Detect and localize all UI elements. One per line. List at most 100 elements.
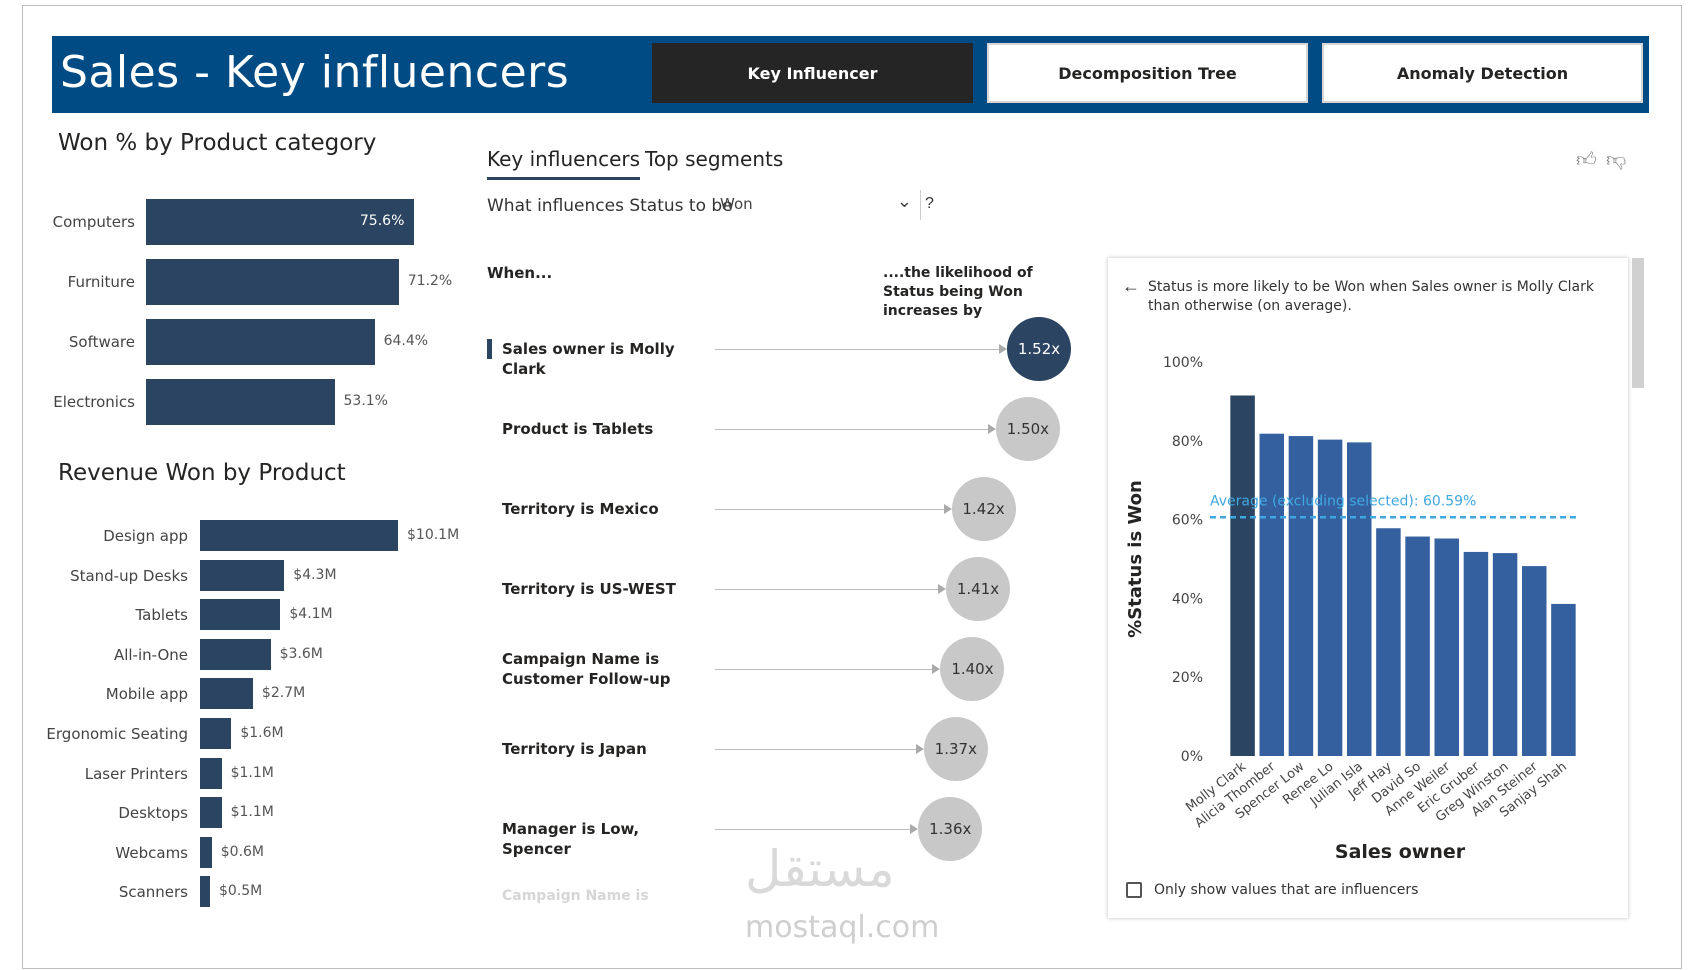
sales-owner-bar[interactable] — [1492, 553, 1518, 756]
product-bar[interactable] — [200, 599, 281, 631]
sales-owner-bar[interactable] — [1317, 439, 1343, 756]
y-tick-label: 60% — [1172, 513, 1203, 529]
sales-owner-bar[interactable] — [1522, 566, 1547, 756]
influencer-connector — [715, 509, 944, 510]
category-value-label: 71.2% — [407, 273, 453, 289]
product-bar[interactable] — [200, 638, 271, 670]
product-value-label: $1.1M — [230, 764, 274, 781]
sales-owner-bar[interactable] — [1288, 436, 1314, 756]
tab-key-influencers[interactable]: Key influencers — [487, 147, 641, 180]
influencer-row[interactable]: Territory is Mexico 1.42x — [487, 474, 1072, 544]
product-label: Ergonomic Seating — [46, 725, 188, 743]
y-axis-title: %Status is Won — [1125, 480, 1146, 638]
page-title: Sales - Key influencers — [60, 47, 570, 98]
product-label: Design app — [103, 527, 188, 545]
product-label: Webcams — [115, 843, 188, 862]
influencer-bubble: 1.37x — [923, 717, 988, 781]
product-bar[interactable] — [200, 797, 222, 829]
likelihood-column-header: ....the likelihood of Status being Won i… — [883, 265, 1033, 319]
help-icon[interactable]: ? — [925, 195, 934, 212]
category-bar[interactable] — [146, 199, 415, 245]
influencers-only-checkbox[interactable] — [1126, 882, 1142, 898]
y-tick-label: 80% — [1172, 434, 1203, 450]
faded-influencer-row: Campaign Name is — [502, 888, 649, 904]
influencer-row[interactable]: Sales owner is Molly Clark 1.52x — [487, 314, 1072, 384]
tab-top-segments[interactable]: Top segments — [645, 147, 784, 171]
nav-key-influencer-button[interactable]: Key Influencer — [652, 43, 973, 103]
product-label: Desktops — [118, 804, 188, 823]
when-column-header: When... — [487, 264, 553, 282]
product-value-label: $0.5M — [219, 883, 263, 900]
influencer-label: Campaign Name is Customer Follow-up — [502, 650, 671, 688]
influencers-only-label: Only show values that are influencers — [1154, 882, 1419, 898]
category-value-label: 75.6% — [359, 213, 405, 229]
product-value-label: $1.1M — [230, 804, 274, 821]
panel-scrollbar[interactable] — [1632, 258, 1644, 388]
arrow-icon — [943, 504, 952, 514]
arrow-icon — [999, 344, 1007, 354]
influencer-connector — [715, 829, 911, 830]
product-label: Stand-up Desks — [70, 566, 188, 585]
influencer-row[interactable]: Territory is US-WEST 1.41x — [487, 554, 1072, 624]
sales-owner-bar[interactable] — [1434, 538, 1460, 756]
product-bar[interactable] — [200, 876, 210, 908]
detail-description: Status is more likely to be Won when Sal… — [1148, 279, 1594, 314]
influencer-bubble: 1.41x — [946, 557, 1010, 621]
influencer-connector — [715, 749, 916, 750]
nav-anomaly-detection-button[interactable]: Anomaly Detection — [1322, 43, 1643, 103]
thumbs-down-icon[interactable]: 👎︎ — [1606, 149, 1627, 171]
product-label: Mobile app — [105, 685, 188, 704]
y-tick-label: 0% — [1181, 749, 1203, 765]
influencer-row[interactable]: Campaign Name is Customer Follow-up 1.40x — [487, 634, 1072, 704]
status-dropdown[interactable]: Won ⌄ — [715, 190, 921, 220]
influencer-row[interactable]: Product is Tablets 1.50x — [487, 394, 1072, 464]
influencer-label: Sales owner is Molly Clark — [502, 340, 675, 378]
revenue-by-product-title: Revenue Won by Product — [58, 460, 346, 486]
sales-owner-bar[interactable] — [1347, 442, 1372, 756]
category-bar[interactable] — [146, 259, 399, 305]
influencer-label: Territory is Japan — [502, 740, 647, 758]
x-axis-title: Sales owner — [1335, 841, 1466, 858]
product-bar[interactable] — [200, 559, 285, 591]
category-bar[interactable] — [146, 319, 375, 365]
influencer-row[interactable]: Manager is Low, Spencer 1.36x — [487, 794, 1072, 864]
product-bar[interactable] — [200, 678, 253, 710]
thumbs-up-icon[interactable]: 👍︎ — [1576, 149, 1597, 171]
nav-decomposition-tree-button[interactable]: Decomposition Tree — [987, 43, 1308, 103]
influencer-bubble: 1.36x — [918, 797, 983, 861]
influencer-connector — [715, 669, 933, 670]
average-label: Average (excluding selected): 60.59% — [1210, 493, 1476, 509]
product-label: Laser Printers — [84, 764, 188, 783]
category-label: Software — [68, 333, 135, 351]
product-bar[interactable] — [200, 520, 398, 551]
product-bar[interactable] — [200, 836, 212, 868]
product-bar[interactable] — [200, 757, 222, 789]
product-value-label: $4.1M — [289, 606, 333, 623]
influencer-label: Product is Tablets — [502, 420, 654, 438]
influencer-bubble: 1.50x — [995, 397, 1060, 461]
product-value-label: $2.7M — [261, 685, 306, 702]
influencer-detail-panel: ← Status is more likely to be Won when S… — [1108, 258, 1628, 918]
sales-owner-bar[interactable] — [1405, 536, 1430, 756]
sales-owner-bar[interactable] — [1551, 603, 1576, 756]
sales-owner-bar[interactable] — [1230, 395, 1255, 756]
sales-owner-bar[interactable] — [1463, 551, 1489, 756]
category-label: Furniture — [67, 273, 135, 291]
product-bar[interactable] — [200, 718, 232, 749]
selected-indicator — [487, 339, 492, 359]
category-bar[interactable] — [146, 379, 335, 425]
won-by-category-title: Won % by Product category — [58, 130, 377, 156]
back-arrow-icon[interactable]: ← — [1122, 276, 1140, 296]
influencer-row[interactable]: Territory is Japan 1.37x — [487, 714, 1072, 784]
product-label: Tablets — [135, 606, 189, 625]
sales-owner-bar[interactable] — [1376, 528, 1401, 756]
chevron-down-icon: ⌄ — [896, 191, 912, 212]
watermark-text: mostaql.com — [745, 910, 940, 945]
influencer-bubble: 1.52x — [1007, 317, 1071, 381]
influencer-label: Territory is Mexico — [502, 500, 659, 518]
product-value-label: $1.6M — [240, 725, 284, 741]
influencer-connector — [715, 429, 988, 430]
header-bar: Sales - Key influencers Key Influencer D… — [52, 36, 1649, 113]
sales-owner-bar[interactable] — [1259, 433, 1285, 756]
